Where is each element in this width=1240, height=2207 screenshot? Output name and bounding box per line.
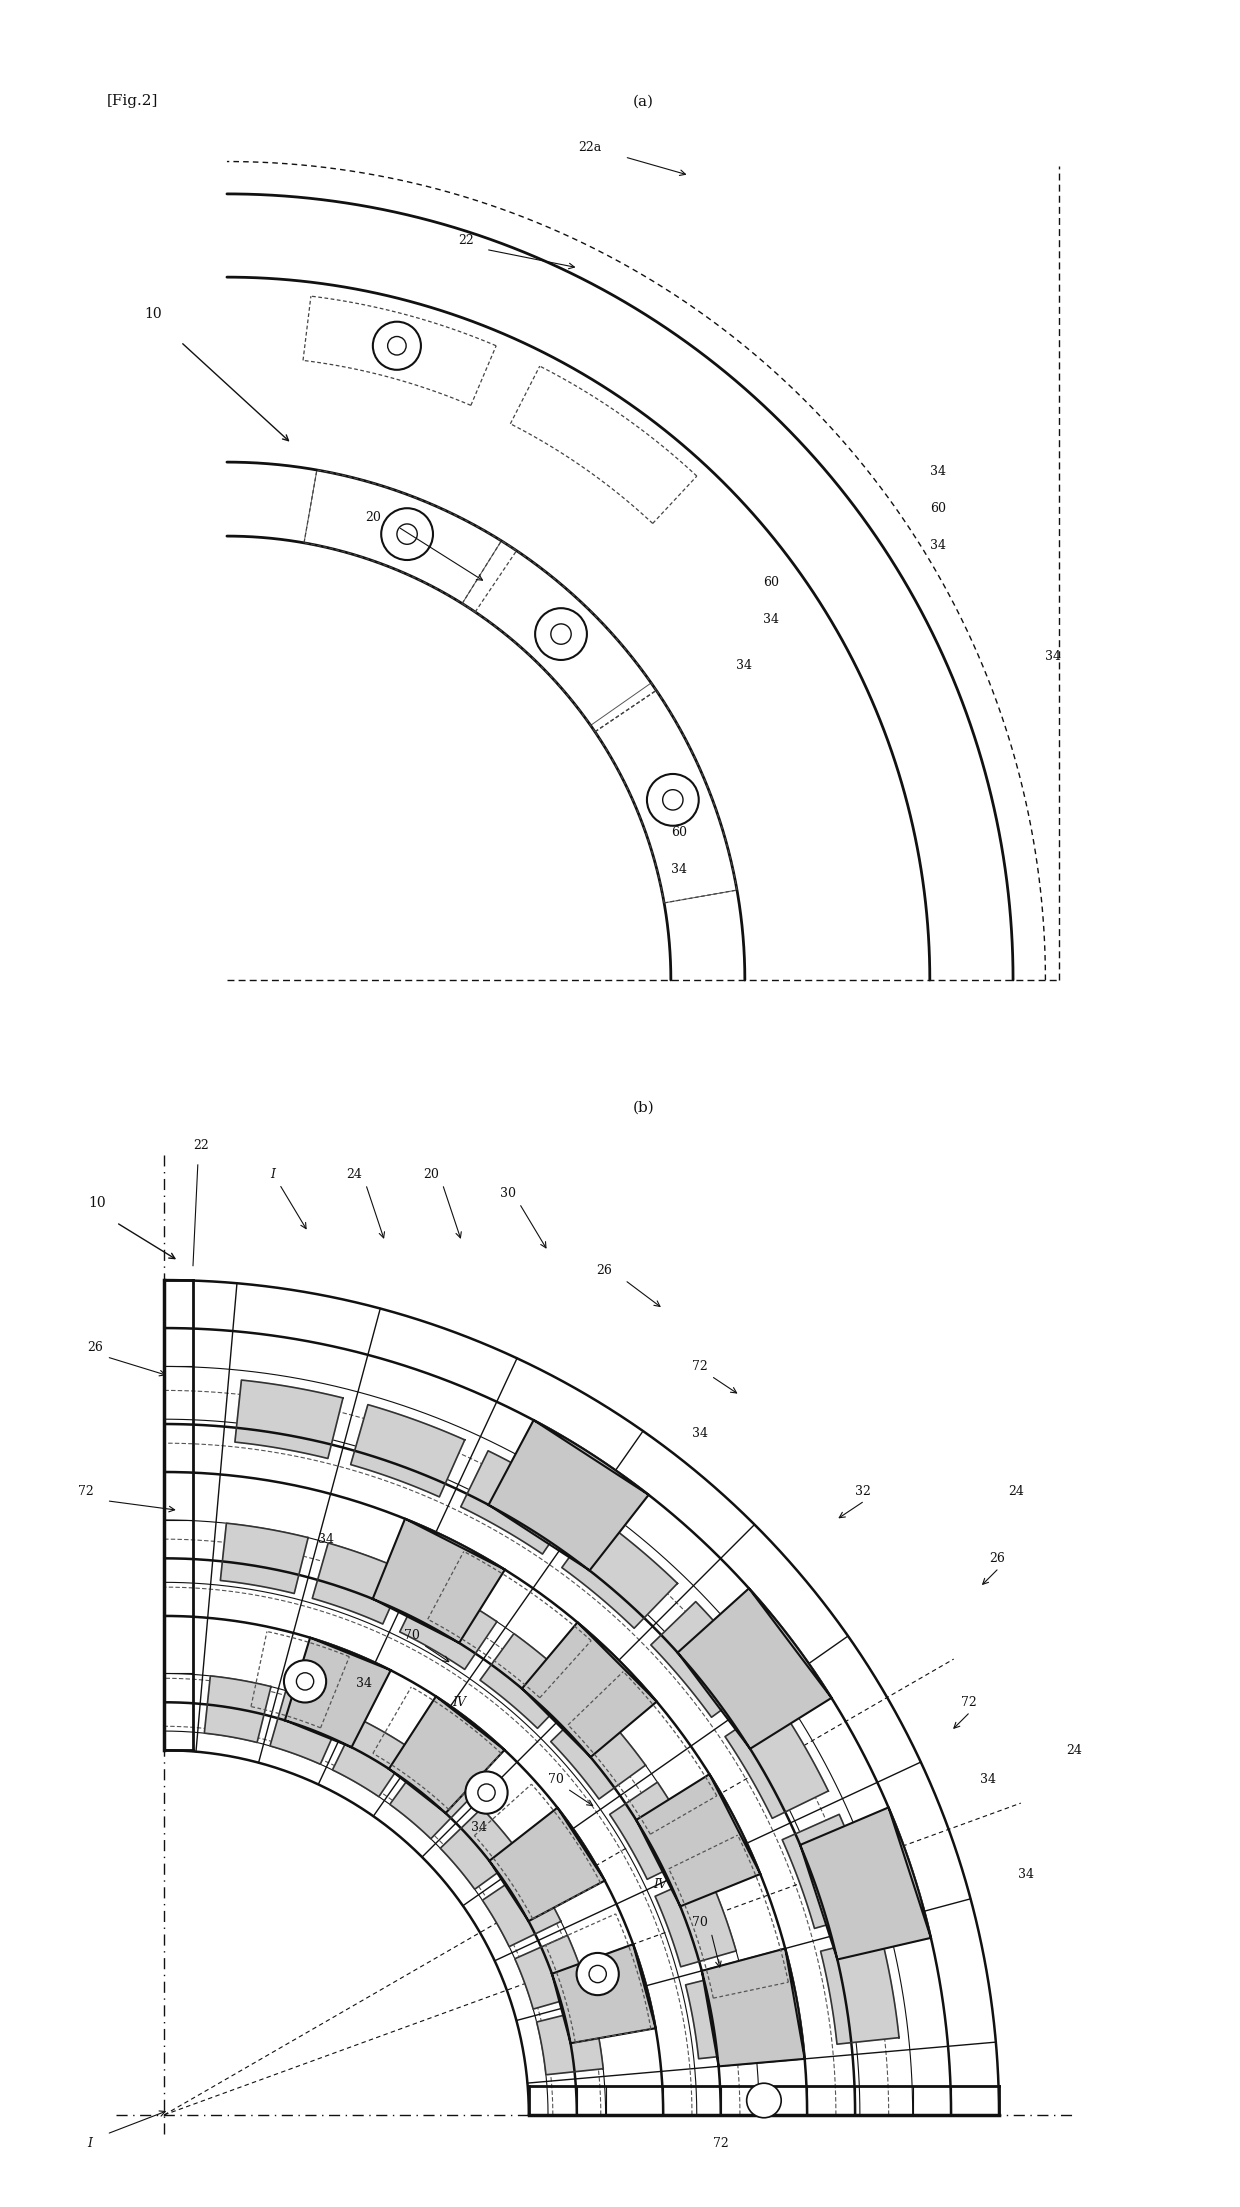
Text: IV: IV: [453, 1695, 466, 1708]
Polygon shape: [332, 1719, 410, 1796]
Polygon shape: [489, 1419, 649, 1571]
Text: 34: 34: [1018, 1869, 1034, 1883]
Polygon shape: [234, 1379, 343, 1459]
Polygon shape: [782, 1814, 874, 1929]
Text: I: I: [88, 2136, 93, 2150]
Text: 34: 34: [692, 1428, 708, 1441]
Text: 34: 34: [1045, 649, 1061, 662]
Text: 24: 24: [346, 1168, 362, 1181]
Circle shape: [577, 1953, 619, 1995]
Text: 34: 34: [471, 1821, 487, 1834]
Polygon shape: [515, 1936, 589, 2008]
Circle shape: [381, 508, 433, 561]
Text: 34: 34: [930, 466, 946, 479]
Text: 22: 22: [193, 1139, 208, 1152]
Polygon shape: [312, 1543, 407, 1624]
Text: 34: 34: [735, 660, 751, 673]
Text: 24: 24: [1008, 1485, 1024, 1499]
Text: [Fig.2]: [Fig.2]: [107, 95, 157, 108]
Text: 26: 26: [990, 1552, 1006, 1565]
Text: 72: 72: [713, 2136, 729, 2150]
Polygon shape: [610, 1783, 699, 1880]
Polygon shape: [461, 1450, 578, 1554]
Polygon shape: [636, 1774, 760, 1907]
Text: 20: 20: [423, 1168, 439, 1181]
Text: 70: 70: [548, 1772, 564, 1785]
Text: 26: 26: [596, 1265, 611, 1278]
Text: 20: 20: [366, 512, 382, 523]
Polygon shape: [651, 1602, 761, 1717]
Polygon shape: [677, 1589, 832, 1748]
Text: 10: 10: [88, 1196, 105, 1209]
Text: I: I: [270, 1168, 275, 1181]
Text: 30: 30: [500, 1187, 516, 1201]
Text: 24: 24: [1066, 1744, 1083, 1757]
Polygon shape: [351, 1404, 465, 1496]
Text: 72: 72: [78, 1485, 93, 1499]
Text: 60: 60: [930, 501, 946, 514]
Polygon shape: [490, 1808, 605, 1920]
Circle shape: [746, 2083, 781, 2119]
Text: 22a: 22a: [578, 141, 601, 154]
Polygon shape: [399, 1580, 497, 1668]
Text: 26: 26: [88, 1340, 103, 1353]
Polygon shape: [389, 1697, 505, 1814]
Polygon shape: [800, 1808, 931, 1960]
Circle shape: [536, 609, 587, 660]
Polygon shape: [551, 1702, 646, 1799]
Polygon shape: [373, 1518, 505, 1642]
Text: (b): (b): [634, 1101, 655, 1115]
Polygon shape: [285, 1638, 391, 1748]
Text: (a): (a): [632, 95, 653, 108]
Polygon shape: [270, 1691, 343, 1763]
Text: 34: 34: [930, 539, 946, 552]
Text: 60: 60: [671, 825, 687, 839]
Polygon shape: [480, 1633, 578, 1728]
Polygon shape: [522, 1622, 657, 1757]
Text: 70: 70: [404, 1629, 420, 1642]
Circle shape: [647, 775, 698, 825]
Polygon shape: [686, 1971, 756, 2059]
Polygon shape: [821, 1936, 899, 2044]
Text: 72: 72: [692, 1360, 708, 1373]
Circle shape: [465, 1772, 507, 1814]
Polygon shape: [482, 1867, 560, 1947]
Polygon shape: [562, 1516, 677, 1629]
Text: 32: 32: [856, 1485, 870, 1499]
Polygon shape: [537, 2008, 603, 2075]
Polygon shape: [221, 1523, 308, 1593]
Circle shape: [373, 322, 420, 371]
Polygon shape: [552, 1944, 656, 2044]
Polygon shape: [655, 1874, 737, 1966]
Text: 70: 70: [692, 1916, 708, 1929]
Text: 34: 34: [356, 1677, 372, 1691]
Polygon shape: [205, 1675, 272, 1744]
Polygon shape: [440, 1808, 521, 1889]
Polygon shape: [389, 1757, 471, 1838]
Polygon shape: [725, 1702, 828, 1819]
Text: 34: 34: [671, 863, 687, 876]
Text: 72: 72: [961, 1695, 976, 1708]
Circle shape: [284, 1660, 326, 1702]
Text: 60: 60: [764, 576, 780, 589]
Text: 34: 34: [317, 1532, 334, 1545]
Text: 22: 22: [458, 234, 474, 247]
Text: 10: 10: [144, 307, 161, 322]
Polygon shape: [702, 1949, 805, 2066]
Text: IV: IV: [653, 1878, 667, 1891]
Text: 34: 34: [764, 614, 780, 627]
Text: 34: 34: [671, 788, 687, 801]
Text: 34: 34: [980, 1772, 996, 1785]
